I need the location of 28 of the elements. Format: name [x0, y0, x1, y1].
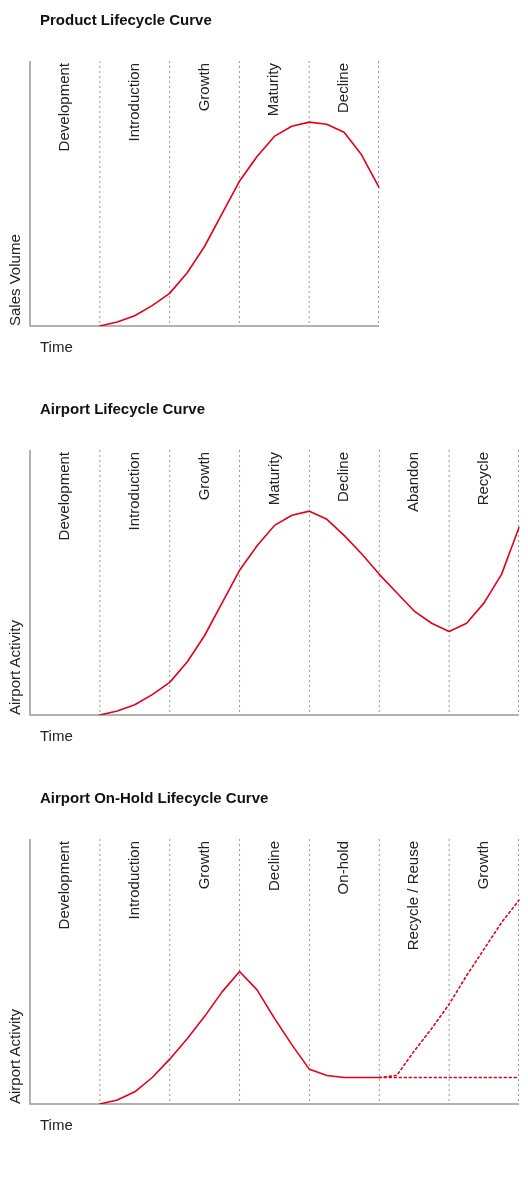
text: Decline: [264, 841, 282, 892]
x-axis-title: Time: [40, 1116, 73, 1134]
annotation: Abandon: [404, 452, 422, 513]
x-axis-title: Time: [40, 727, 73, 745]
annotation: Introduction: [124, 63, 142, 142]
text: Growth: [474, 841, 492, 890]
text: Recycle: [474, 452, 492, 506]
annotation: Introduction: [124, 841, 142, 920]
y-axis-title: Sales Volume: [6, 234, 24, 326]
text: Decline: [334, 63, 352, 114]
y-axis-title: Airport Activity: [6, 619, 24, 715]
annotation: Recycle / Reuse: [404, 841, 422, 951]
text: Maturity: [264, 62, 282, 117]
text: Growth: [194, 452, 212, 501]
annotation: Development: [55, 840, 73, 930]
text: Growth: [194, 841, 212, 890]
chart-title: Airport On-Hold Lifecycle Curve: [39, 788, 270, 808]
annotation: Introduction: [124, 452, 142, 531]
text: Maturity: [264, 451, 282, 506]
y-axis-title: Airport Activity: [6, 1008, 24, 1104]
annotation: Development: [55, 62, 73, 152]
x-axis-title: Time: [40, 338, 73, 356]
text: Decline: [334, 452, 352, 503]
text: On-hold: [334, 841, 352, 895]
chart-title: Airport Lifecycle Curve: [39, 399, 207, 419]
text: Growth: [194, 63, 212, 112]
chart-title: Product Lifecycle Curve: [39, 10, 213, 30]
annotation: Development: [55, 451, 73, 541]
